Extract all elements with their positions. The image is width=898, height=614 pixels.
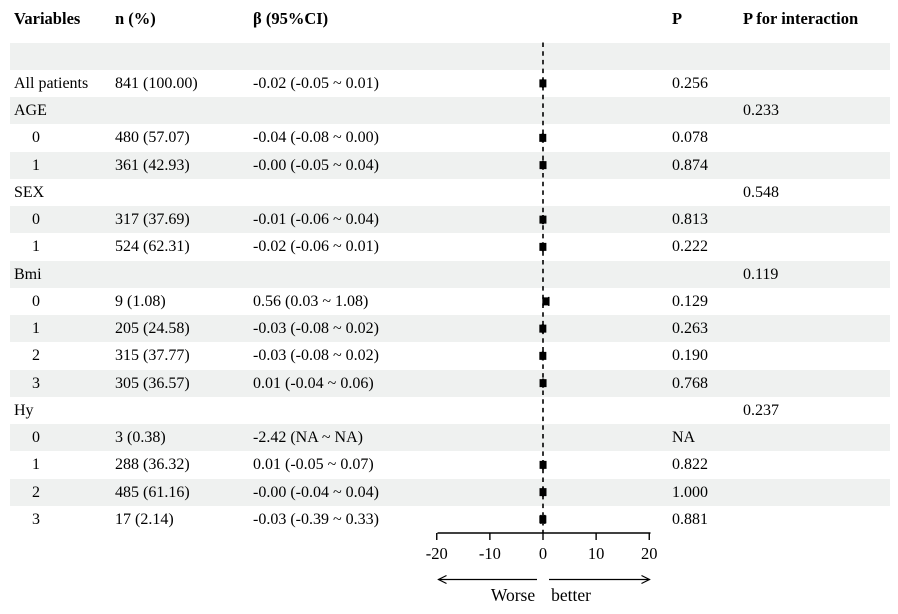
- cell-n-percent: 480 (57.07): [115, 129, 190, 147]
- cell-variable: AGE: [14, 102, 47, 119]
- header-beta-ci: β (95%CI): [253, 9, 329, 28]
- cell-variable: 0: [32, 211, 40, 228]
- cell-p-interaction: 0.548: [743, 183, 779, 201]
- cell-beta-ci: -0.00 (-0.04 ~ 0.04): [253, 483, 379, 501]
- cell-beta-ci: 0.01 (-0.05 ~ 0.07): [253, 456, 374, 474]
- table-row: Hy 0.237: [10, 397, 890, 424]
- cell-p-value: 0.263: [672, 320, 708, 337]
- cell-variable: 3: [32, 510, 40, 528]
- cell-p-value: 0.822: [672, 456, 708, 474]
- table-row: AGE 0.233: [10, 97, 890, 125]
- cell-n-percent: 3 (0.38): [115, 429, 166, 446]
- cell-variable: Hy: [14, 401, 34, 419]
- table-row: [10, 42, 890, 70]
- cell-beta-ci: -0.02 (-0.06 ~ 0.01): [253, 238, 379, 256]
- cell-beta-ci: -0.03 (-0.08 ~ 0.02): [253, 320, 379, 337]
- table-row: 0 480 (57.07) -0.04 (-0.08 ~ 0.00) 0.078: [10, 124, 890, 151]
- cell-p-value: NA: [672, 429, 696, 446]
- table-row: 3 305 (36.57) 0.01 (-0.04 ~ 0.06) 0.768: [10, 369, 890, 397]
- cell-variable: 1: [32, 156, 40, 174]
- cell-n-percent: 841 (100.00): [115, 74, 198, 92]
- cell-n-percent: 317 (37.69): [115, 211, 190, 228]
- cell-variable: 2: [32, 347, 40, 365]
- cell-p-value: 0.256: [672, 74, 708, 92]
- cell-variable: 0: [32, 129, 40, 147]
- table-row: 0 9 (1.08) 0.56 (0.03 ~ 1.08) 0.129: [10, 288, 890, 315]
- cell-variable: SEX: [14, 183, 45, 201]
- cell-beta-ci: 0.01 (-0.04 ~ 0.06): [253, 374, 374, 392]
- cell-p-value: 0.129: [672, 292, 708, 310]
- header-p-value: P: [672, 9, 683, 28]
- header-n-percent: n (%): [115, 9, 156, 28]
- direction-label-worse: Worse: [491, 585, 536, 605]
- cell-n-percent: 205 (24.58): [115, 320, 190, 337]
- cell-p-value: 0.874: [672, 156, 708, 174]
- cell-p-value: 0.768: [672, 374, 708, 392]
- cell-p-value: 1.000: [672, 483, 708, 501]
- table-row: 1 524 (62.31) -0.02 (-0.06 ~ 0.01) 0.222: [10, 233, 890, 260]
- cell-beta-ci: -0.03 (-0.08 ~ 0.02): [253, 347, 379, 365]
- cell-beta-ci: -2.42 (NA ~ NA): [253, 429, 363, 446]
- cell-n-percent: 9 (1.08): [115, 292, 166, 310]
- cell-variable: 3: [32, 374, 40, 392]
- cell-beta-ci: -0.03 (-0.39 ~ 0.33): [253, 510, 379, 528]
- table-row: 1 205 (24.58) -0.03 (-0.08 ~ 0.02) 0.263: [10, 315, 890, 343]
- cell-n-percent: 361 (42.93): [115, 156, 190, 174]
- axis-tick-label: -10: [479, 544, 501, 563]
- cell-p-value: 0.813: [672, 211, 708, 228]
- table-row: 2 485 (61.16) -0.00 (-0.04 ~ 0.04) 1.000: [10, 478, 890, 506]
- cell-p-value: 0.222: [672, 238, 708, 256]
- cell-n-percent: 315 (37.77): [115, 347, 190, 365]
- table-row: All patients 841 (100.00) -0.02 (-0.05 ~ 0…: [10, 70, 890, 97]
- cell-variable: 1: [32, 238, 40, 256]
- cell-beta-ci: -0.01 (-0.06 ~ 0.04): [253, 211, 379, 228]
- cell-variable: Bmi: [14, 265, 42, 283]
- cell-beta-ci: -0.04 (-0.08 ~ 0.00): [253, 129, 379, 147]
- axis-tick-label: -20: [426, 544, 448, 563]
- table-row: 2 315 (37.77) -0.03 (-0.08 ~ 0.02) 0.190: [10, 342, 890, 369]
- axis-tick-label: 0: [539, 544, 547, 563]
- direction-label-better: better: [551, 585, 591, 605]
- cell-n-percent: 288 (36.32): [115, 456, 190, 474]
- cell-n-percent: 485 (61.16): [115, 483, 190, 501]
- cell-p-value: 0.190: [672, 347, 708, 365]
- table-row: 1 288 (36.32) 0.01 (-0.05 ~ 0.07) 0.822: [10, 451, 890, 478]
- cell-variable: All patients: [14, 74, 89, 92]
- table-row: Bmi 0.119: [10, 260, 890, 288]
- table-row: 0 317 (37.69) -0.01 (-0.06 ~ 0.04) 0.813: [10, 206, 890, 234]
- table-row: 1 361 (42.93) -0.00 (-0.05 ~ 0.04) 0.874: [10, 151, 890, 179]
- cell-beta-ci: -0.00 (-0.05 ~ 0.04): [253, 156, 379, 174]
- cell-p-interaction: 0.233: [743, 102, 779, 119]
- cell-variable: 0: [32, 292, 40, 310]
- cell-variable: 2: [32, 483, 40, 501]
- cell-p-interaction: 0.237: [743, 401, 779, 419]
- cell-n-percent: 17 (2.14): [115, 510, 174, 528]
- table-row: 3 17 (2.14) -0.03 (-0.39 ~ 0.33) 0.881: [10, 506, 890, 533]
- table-row: 0 3 (0.38) -2.42 (NA ~ NA) NA: [10, 424, 890, 452]
- cell-variable: 1: [32, 320, 40, 337]
- cell-n-percent: 305 (36.57): [115, 374, 190, 392]
- cell-p-interaction: 0.119: [743, 265, 779, 283]
- arrow-left-head: [437, 574, 447, 585]
- header-variables: Variables: [14, 9, 81, 28]
- table-row: SEX 0.548: [10, 179, 890, 206]
- cell-beta-ci: -0.02 (-0.05 ~ 0.01): [253, 74, 379, 92]
- cell-variable: 0: [32, 429, 40, 446]
- cell-n-percent: 524 (62.31): [115, 238, 190, 256]
- axis-tick-label: 20: [641, 544, 658, 563]
- cell-beta-ci: 0.56 (0.03 ~ 1.08): [253, 292, 369, 310]
- arrow-right-head: [641, 574, 651, 585]
- axis-tick-label: 10: [588, 544, 605, 563]
- cell-variable: 1: [32, 456, 40, 474]
- header-p-interaction: P for interaction: [743, 9, 859, 28]
- cell-p-value: 0.881: [672, 510, 708, 528]
- cell-p-value: 0.078: [672, 129, 708, 147]
